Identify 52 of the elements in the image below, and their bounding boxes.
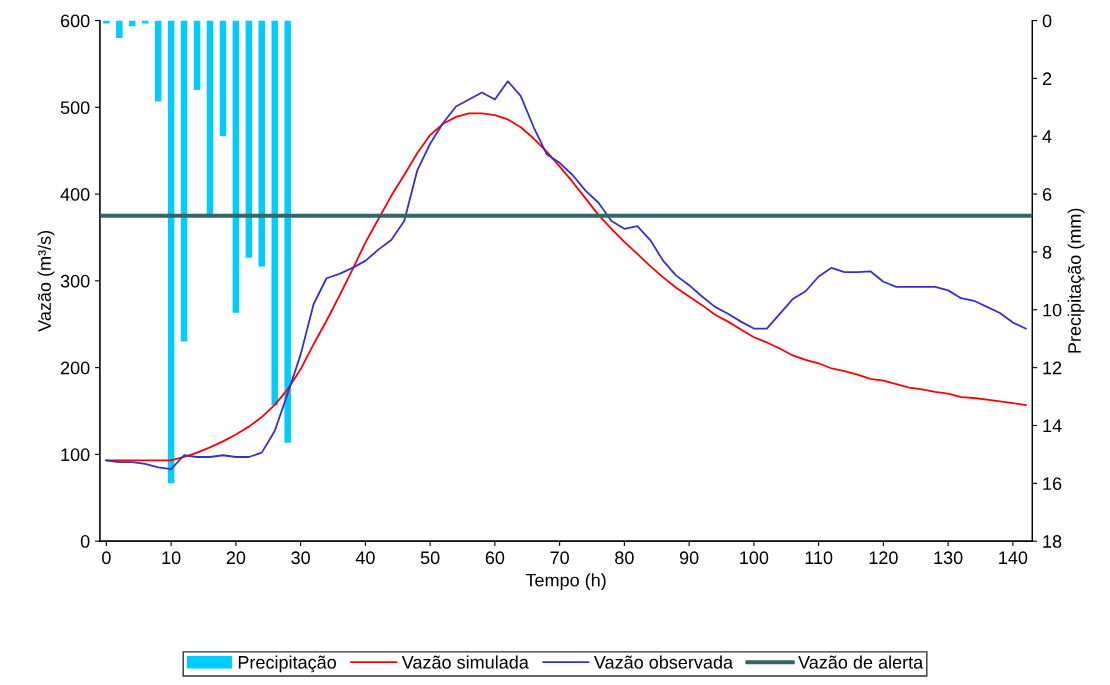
- x-tick-label: 40: [355, 551, 375, 565]
- y2-tick-label: 4: [1042, 130, 1052, 143]
- y2-tick-label: 14: [1043, 419, 1062, 432]
- x-tick-label: 140: [999, 551, 1028, 565]
- y-tick-label: 400: [60, 188, 90, 201]
- x-tick-label: 100: [740, 551, 769, 565]
- y2-tick-label: 12: [1043, 361, 1062, 375]
- y2-tick-label: 10: [1043, 303, 1062, 317]
- bar: [271, 20, 278, 406]
- x-tick-label: 60: [485, 551, 505, 565]
- legend-label: Vazão de alerta: [798, 655, 924, 669]
- bar: [245, 20, 253, 258]
- bar: [116, 20, 123, 38]
- bar: [129, 20, 136, 27]
- x-axis-title: Tempo (h): [525, 573, 606, 591]
- bar: [284, 20, 291, 443]
- x-tick-label: 110: [805, 551, 833, 565]
- y2-axis-title: Precipitação (mm): [1067, 208, 1085, 353]
- bar: [154, 20, 162, 102]
- y-tick-label: 100: [61, 448, 90, 462]
- bar: [193, 20, 201, 90]
- y-tick-label: 200: [60, 361, 90, 375]
- bar: [232, 20, 240, 313]
- y2-tick-label: 2: [1042, 72, 1052, 85]
- x-tick-label: 10: [162, 551, 181, 565]
- y-tick-label: 0: [80, 535, 90, 548]
- y2-tick-label: 6: [1042, 188, 1052, 201]
- bar: [219, 20, 227, 137]
- bar: [167, 20, 175, 484]
- bar: [180, 20, 188, 342]
- x-tick-label: 70: [550, 551, 569, 565]
- x-tick-label: 90: [679, 551, 699, 565]
- y2-tick-label: 0: [1042, 14, 1052, 28]
- x-tick-label: 20: [226, 551, 246, 565]
- x-tick-label: 80: [615, 551, 634, 565]
- legend-label: Vazão observada: [593, 655, 734, 669]
- y2-tick-label: 18: [1043, 535, 1062, 548]
- legend-label: Vazão simulada: [401, 655, 529, 669]
- bar: [206, 20, 214, 215]
- y-tick-label: 300: [60, 274, 90, 288]
- legend-label: Precipitação: [238, 655, 336, 673]
- bar: [258, 20, 266, 267]
- x-tick-label: 50: [420, 551, 440, 565]
- y-axis-title: Vazão (m³/s): [37, 230, 55, 332]
- x-tick-label: 0: [102, 551, 111, 565]
- x-tick-label: 30: [291, 551, 310, 565]
- y2-tick-label: 8: [1042, 245, 1052, 259]
- y2-tick-label: 16: [1043, 477, 1062, 491]
- y-tick-label: 500: [60, 101, 90, 115]
- x-tick-label: 130: [934, 551, 963, 565]
- x-tick-label: 120: [869, 551, 898, 565]
- y-tick-label: 600: [60, 14, 90, 28]
